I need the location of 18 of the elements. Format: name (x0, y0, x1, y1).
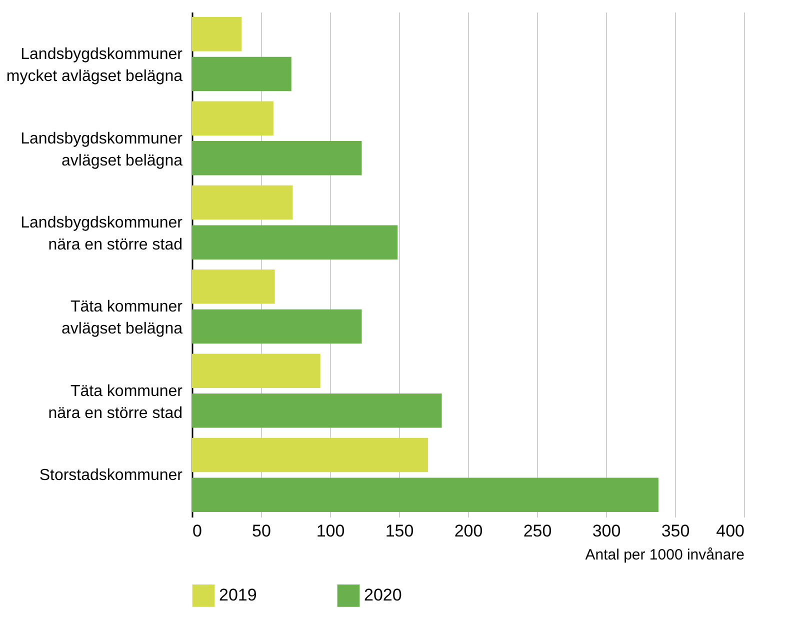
y-tick-label: Landsbygdskommuner mycket avlägset belägna (6, 46, 184, 86)
x-tick-label: 50 (252, 522, 271, 540)
x-tick-label: 150 (385, 522, 414, 540)
y-tick-label: Landsbygdskommuner avlägset belägna (20, 130, 184, 170)
y-tick-label: Täta kommuner avlägset belägna (62, 298, 184, 338)
x-tick-label: 350 (661, 522, 690, 540)
y-tick-label: Storstadskommuner (39, 466, 184, 484)
x-axis-title: Antal per 1000 invånare (585, 546, 744, 564)
legend-label: 2019 (219, 586, 257, 605)
x-tick-label: 250 (523, 522, 552, 540)
legend-label: 2020 (364, 586, 402, 605)
x-tick-label: 300 (592, 522, 621, 540)
x-tick-label: 0 (192, 522, 202, 540)
x-tick-label: 100 (316, 522, 345, 540)
x-tick-label: 200 (454, 522, 483, 540)
x-tick-label: 400 (716, 522, 744, 540)
y-tick-label: Täta kommuner nära en större stad (48, 382, 184, 422)
y-tick-label: Landsbygdskommuner nära en större stad (20, 214, 184, 254)
